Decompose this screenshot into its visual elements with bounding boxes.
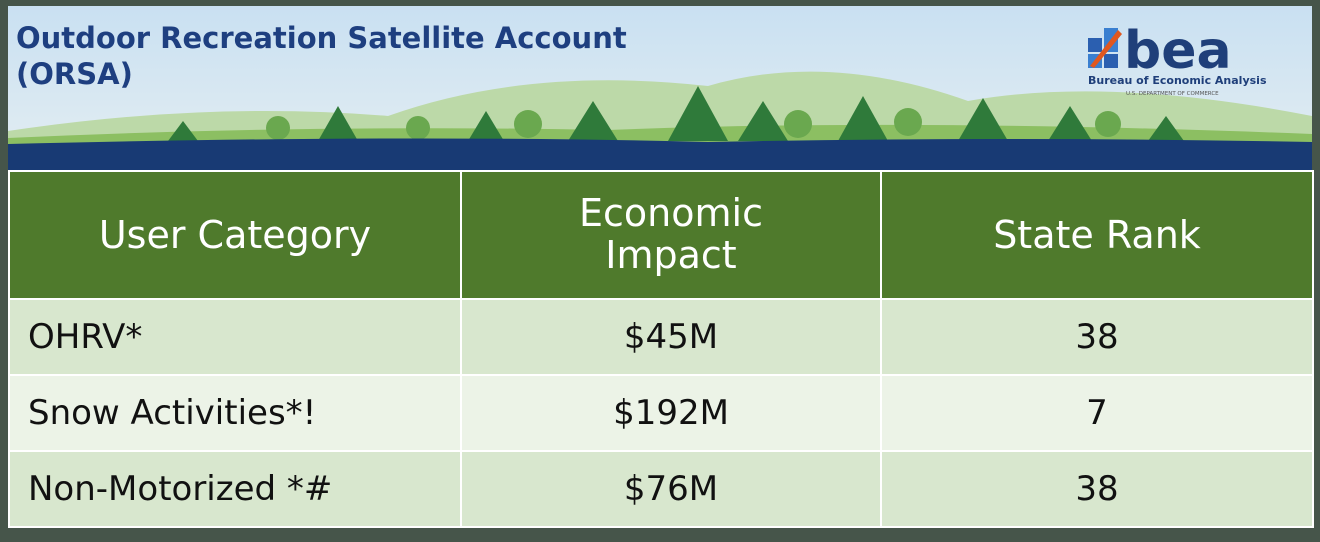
banner-title: (ORSA) (16, 57, 133, 91)
table-cell: Snow Activities*! (9, 375, 461, 451)
banner: Outdoor Recreation Satellite Account (OR… (8, 6, 1312, 170)
header-row: User Category Economic Impact State Rank (9, 171, 1313, 299)
water (8, 138, 1312, 170)
table-cell: 38 (881, 299, 1313, 375)
data-table: User Category Economic Impact State Rank… (8, 170, 1314, 528)
table-cell: 38 (881, 451, 1313, 527)
column-header: User Category (9, 171, 461, 299)
logo-department: U.S. DEPARTMENT OF COMMERCE (1126, 91, 1219, 97)
table-cell: OHRV* (9, 299, 461, 375)
column-header: State Rank (881, 171, 1313, 299)
table-cell: Non-Motorized *# (9, 451, 461, 527)
table-cell: 7 (881, 375, 1313, 451)
column-header: Economic Impact (461, 171, 881, 299)
slide: Outdoor Recreation Satellite Account (OR… (0, 0, 1320, 542)
logo-text: bea (1124, 21, 1232, 81)
table-cell: $45M (461, 299, 881, 375)
banner-title: Outdoor Recreation Satellite Account (16, 21, 627, 55)
table-cell: $192M (461, 375, 881, 451)
column-header-text: Economic Impact (551, 193, 791, 277)
table-cell: $76M (461, 451, 881, 527)
logo-subtitle: Bureau of Economic Analysis (1088, 74, 1267, 87)
